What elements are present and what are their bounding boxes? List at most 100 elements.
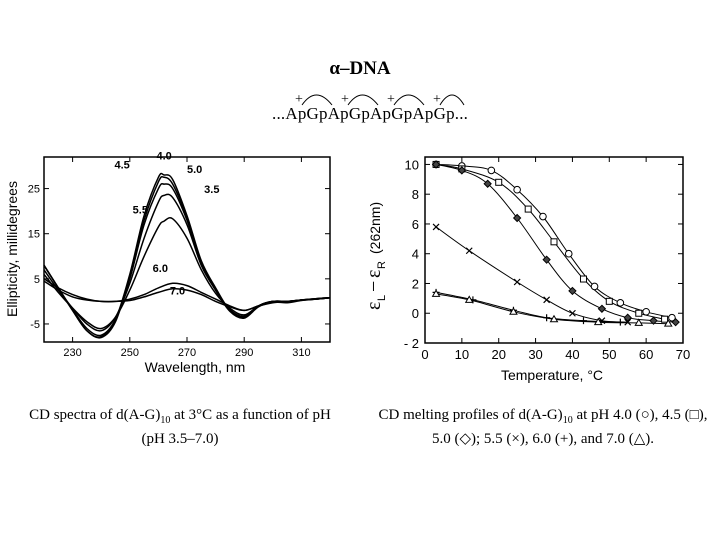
x-tick-label: 290 xyxy=(235,347,253,359)
y-axis-label: ε L − ε R (262nm) xyxy=(363,202,388,310)
series-label-ph-6.0: 6.0 xyxy=(153,263,168,275)
marker-circle xyxy=(539,212,547,221)
y-tick-label: 15 xyxy=(28,229,40,241)
y-tick-label: - 2 xyxy=(404,336,419,351)
x-tick-label: 230 xyxy=(63,347,81,359)
marker-diamond xyxy=(431,160,441,169)
charge-plus: + xyxy=(341,92,349,107)
marker-square xyxy=(661,315,669,323)
marker-diamond xyxy=(671,317,680,327)
x-tick-label: 10 xyxy=(455,347,469,362)
marker-diamond xyxy=(597,304,607,313)
charge-arc xyxy=(439,94,465,106)
marker-diamond xyxy=(512,213,522,223)
marker-square xyxy=(635,309,643,317)
charge-arc xyxy=(347,94,379,106)
marker-diamond xyxy=(623,313,632,322)
x-tick-label: 0 xyxy=(421,347,428,362)
marker-diamond xyxy=(649,316,658,325)
marker-x xyxy=(465,247,473,255)
svg-text:R: R xyxy=(376,261,388,269)
marker-diamond xyxy=(542,255,551,264)
svg-text:ε: ε xyxy=(363,302,385,310)
y-tick-label: 5 xyxy=(34,274,40,286)
marker-triangle xyxy=(634,318,644,326)
svg-text:ε: ε xyxy=(363,270,385,278)
marker-x xyxy=(543,296,551,304)
x-tick-label: 250 xyxy=(121,347,139,359)
marker-plus xyxy=(543,314,551,322)
x-tick-label: 310 xyxy=(292,347,310,359)
svg-text:(262nm): (262nm) xyxy=(367,202,383,254)
marker-circle xyxy=(642,307,650,316)
marker-x xyxy=(569,309,576,317)
y-tick-label: 10 xyxy=(405,157,419,172)
marker-circle xyxy=(590,282,599,291)
marker-circle xyxy=(564,249,573,258)
series-label-ph-7.0: 7.0 xyxy=(170,286,185,298)
marker-diamond xyxy=(457,166,467,175)
charge-plus: + xyxy=(295,92,303,107)
marker-triangle xyxy=(663,319,673,327)
marker-triangle xyxy=(431,289,441,297)
right-caption: CD melting profiles of d(A-G)10 at pH 4.… xyxy=(378,407,708,447)
marker-x xyxy=(624,318,632,326)
marker-triangle xyxy=(549,314,559,323)
x-tick-label: 50 xyxy=(602,347,616,362)
marker-plus xyxy=(579,317,587,325)
charge-plus: + xyxy=(433,92,441,107)
x-axis-label: Wavelength, nm xyxy=(145,359,246,375)
svg-text:−: − xyxy=(363,281,385,292)
y-axis-label: Ellipticity, millidegrees xyxy=(4,181,20,317)
x-axis-label: Temperature, °C xyxy=(501,367,603,383)
marker-triangle xyxy=(509,307,518,315)
marker-circle xyxy=(487,166,496,175)
marker-triangle xyxy=(464,295,474,303)
marker-square xyxy=(579,275,587,283)
x-tick-label: 40 xyxy=(565,347,579,362)
svg-text:L: L xyxy=(376,295,388,301)
series-label-ph-5.5: 5.5 xyxy=(133,204,148,216)
marker-square xyxy=(524,205,532,213)
melting-curve-square xyxy=(436,163,665,320)
series-label-ph-3.5: 3.5 xyxy=(204,184,219,196)
marker-circle xyxy=(616,299,625,307)
melting-curve-diamond xyxy=(435,163,676,323)
y-tick-label: 2 xyxy=(412,276,419,291)
marker-triangle xyxy=(593,317,603,326)
series-label-ph-5.0: 5.0 xyxy=(187,164,202,176)
marker-x xyxy=(432,223,440,231)
x-tick-label: 70 xyxy=(676,347,690,362)
left-caption: CD spectra of d(A-G)10 at 3°C as a funct… xyxy=(29,407,331,447)
marker-square xyxy=(495,178,503,186)
figure-title: α–DNA xyxy=(329,58,391,79)
charge-arcs: + + + + xyxy=(295,92,465,107)
y-tick-label: 4 xyxy=(412,247,419,262)
charge-plus: + xyxy=(387,92,395,107)
dna-sequence: ...ApGpApGpApGpApGp... xyxy=(272,104,469,123)
marker-x xyxy=(513,278,521,286)
x-tick-label: 60 xyxy=(639,347,653,362)
x-tick-label: 30 xyxy=(528,347,542,362)
y-tick-label: 8 xyxy=(412,187,419,202)
series-label-ph-4.0: 4.0 xyxy=(156,150,171,162)
marker-plus xyxy=(616,318,624,326)
spectrum-curve-ph-7.0 xyxy=(43,280,331,312)
marker-diamond xyxy=(568,286,577,296)
charge-arc xyxy=(393,94,425,106)
series-label-ph-4.5: 4.5 xyxy=(115,159,130,171)
charge-arc xyxy=(301,94,333,106)
marker-square xyxy=(605,297,613,305)
marker-circle xyxy=(513,185,521,194)
y-tick-label: 25 xyxy=(28,184,40,196)
melting-curve-circle xyxy=(436,163,673,319)
x-tick-label: 270 xyxy=(178,347,196,359)
y-tick-label: 6 xyxy=(412,217,419,232)
y-tick-label: -5 xyxy=(30,319,40,331)
x-tick-label: 20 xyxy=(491,347,505,362)
marker-diamond xyxy=(483,179,492,188)
melting-curve-plus xyxy=(436,291,621,323)
plot-frame xyxy=(424,156,684,344)
